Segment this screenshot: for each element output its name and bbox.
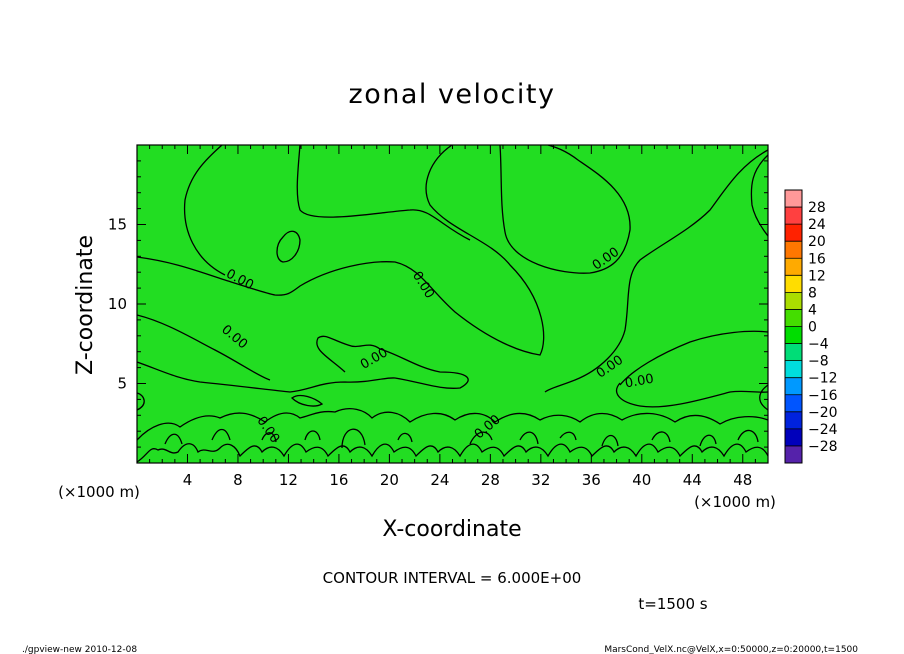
chart-title: zonal velocity (349, 79, 556, 110)
x-axis: 4 8 12 16 20 24 28 32 36 40 44 48 (149, 145, 756, 489)
colorbar-swatch (785, 190, 802, 208)
x-tick-label: 12 (279, 471, 298, 489)
colorbar-label: 16 (808, 251, 826, 267)
colorbar-swatch (785, 360, 802, 378)
x-tick-label: 32 (531, 471, 550, 489)
colorbar-label: −28 (808, 439, 838, 455)
colorbar-label: 4 (808, 302, 817, 318)
x-tick-label: 40 (632, 471, 651, 489)
colorbar-swatch (785, 411, 802, 429)
colorbar-swatch (785, 275, 802, 293)
x-tick-label: 48 (733, 471, 752, 489)
colorbar-label: 28 (808, 200, 826, 216)
colorbar-swatch (785, 445, 802, 463)
colorbar-swatch (785, 292, 802, 310)
x-tick-label: 36 (582, 471, 601, 489)
plot-area (136, 144, 769, 464)
colorbar-label: 24 (808, 217, 826, 233)
contour-label: 0.00 (624, 372, 655, 392)
x-tick-label: 20 (380, 471, 399, 489)
contour-lines (137, 145, 768, 463)
colorbar-swatch (785, 377, 802, 395)
y-tick-label: 5 (117, 375, 127, 393)
colorbar-label: −16 (808, 388, 838, 404)
y-tick-label: 15 (108, 216, 127, 234)
y-axis: 5 10 15 (108, 160, 768, 448)
y-tick-label: 10 (108, 295, 127, 313)
colorbar-swatch (785, 224, 802, 242)
colorbar-swatch (785, 309, 802, 327)
colorbar-label: −24 (808, 422, 838, 438)
colorbar-label: −20 (808, 405, 838, 421)
colorbar-label: −8 (808, 354, 829, 370)
colorbar-swatch (785, 326, 802, 344)
colorbar-label: 8 (808, 285, 817, 301)
footer-right: MarsCond_VelX.nc@VelX,x=0:50000,z=0:2000… (604, 645, 858, 654)
x-tick-label: 24 (430, 471, 449, 489)
x-tick-label: 28 (481, 471, 500, 489)
colorbar-label: 0 (808, 320, 817, 336)
x-tick-label: 44 (683, 471, 702, 489)
colorbar-swatch (785, 394, 802, 412)
colorbar-label: 12 (808, 268, 826, 284)
colorbar-swatch (785, 258, 802, 276)
x-tick-label: 16 (329, 471, 348, 489)
x-axis-label: X-coordinate (382, 517, 521, 542)
colorbar-label: −4 (808, 337, 829, 353)
y-axis-label: Z-coordinate (73, 235, 98, 375)
footer-left: ./gpview-new 2010-12-08 (22, 645, 137, 654)
contour-interval-text: CONTOUR INTERVAL = 6.000E+00 (323, 569, 582, 587)
x-axis-unit-label: (×1000 m) (694, 493, 776, 511)
colorbar-label: −12 (808, 371, 838, 387)
x-tick-label: 8 (233, 471, 243, 489)
x-tick-label: 4 (183, 471, 193, 489)
colorbar-swatch (785, 428, 802, 446)
colorbar-swatch (785, 343, 802, 361)
colorbar-swatch (785, 207, 802, 225)
colorbar-label: 20 (808, 234, 826, 250)
y-axis-unit-label: (×1000 m) (58, 483, 140, 501)
time-text: t=1500 s (638, 595, 707, 613)
colorbar-swatch (785, 241, 802, 259)
